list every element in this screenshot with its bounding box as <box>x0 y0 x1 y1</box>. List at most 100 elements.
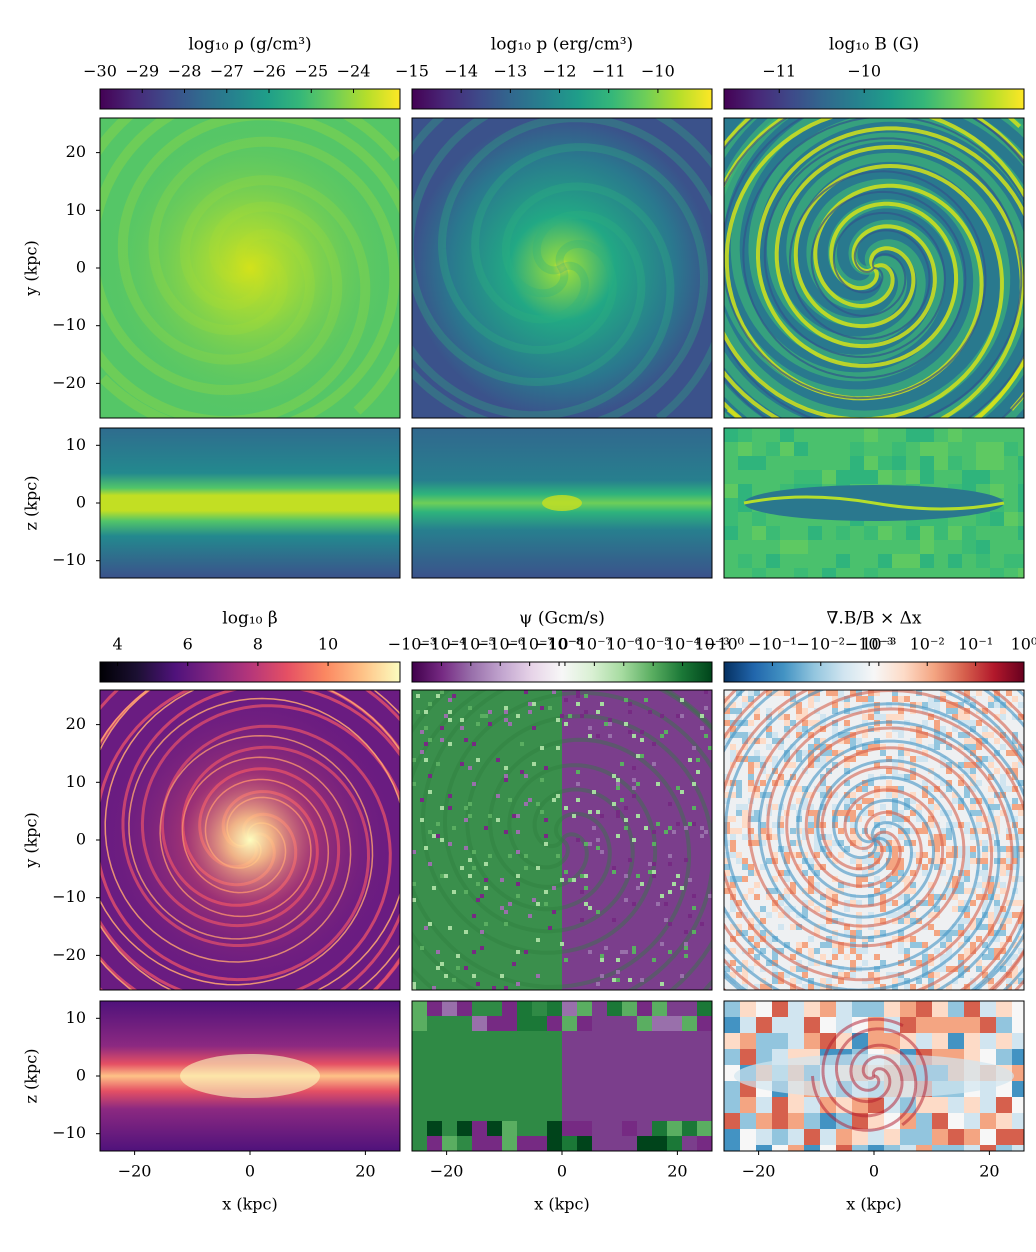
texture-block <box>616 786 620 790</box>
texture-block <box>696 770 700 774</box>
texture-block <box>688 822 692 826</box>
texture-block <box>868 1145 884 1151</box>
texture-block <box>436 950 440 954</box>
texture-block <box>868 834 874 840</box>
texture-block <box>568 878 572 882</box>
colorbar-tick-label: −24 <box>337 62 371 81</box>
texture-block <box>736 852 742 858</box>
texture-block <box>756 1017 772 1033</box>
texture-block <box>748 780 754 786</box>
texture-block <box>916 852 922 858</box>
texture-block <box>808 470 822 484</box>
texture-block <box>432 886 436 890</box>
texture-block <box>632 838 636 842</box>
texture-block <box>724 870 730 876</box>
texture-block <box>898 912 904 918</box>
texture-block <box>976 816 982 822</box>
texture-block <box>1012 804 1018 810</box>
texture-block <box>904 954 910 960</box>
texture-block <box>980 1001 996 1017</box>
texture-block <box>724 1033 740 1049</box>
texture-block <box>874 744 880 750</box>
texture-block <box>916 1001 932 1017</box>
texture-block <box>970 798 976 804</box>
texture-block <box>730 840 736 846</box>
texture-block <box>934 834 940 840</box>
texture-block <box>836 1113 852 1129</box>
texture-block <box>652 874 656 878</box>
texture-block <box>976 966 982 972</box>
texture-block <box>784 780 790 786</box>
texture-block <box>1012 696 1018 702</box>
texture-block <box>844 846 850 852</box>
texture-block <box>892 900 898 906</box>
texture-block <box>784 876 790 882</box>
texture-block <box>820 1001 836 1017</box>
texture-block <box>832 900 838 906</box>
texture-block <box>748 762 754 768</box>
texture-block <box>844 930 850 936</box>
texture-block <box>970 786 976 792</box>
texture-block <box>742 984 748 990</box>
texture-block <box>444 714 448 718</box>
texture-block <box>796 726 802 732</box>
texture-block <box>772 978 778 984</box>
texture-block <box>910 852 916 858</box>
texture-block <box>886 864 892 870</box>
texture-block <box>958 702 964 708</box>
texture-block <box>964 714 970 720</box>
texture-block <box>820 792 826 798</box>
texture-block <box>832 894 838 900</box>
texture-block <box>612 774 616 778</box>
texture-block <box>970 738 976 744</box>
texture-block <box>996 1097 1012 1113</box>
texture-block <box>862 726 868 732</box>
texture-block <box>724 484 738 498</box>
texture-block <box>920 428 934 442</box>
texture-block <box>844 720 850 726</box>
texture-block <box>696 758 700 762</box>
texture-block <box>1000 930 1006 936</box>
texture-block <box>814 696 820 702</box>
texture-block <box>660 982 664 986</box>
texture-block <box>580 714 584 718</box>
x-axis-label: x (kpc) <box>534 1195 590 1214</box>
texture-block <box>886 768 892 774</box>
texture-block <box>1000 966 1006 972</box>
texture-block <box>922 870 928 876</box>
colorbar-tick-label: 10⁰ <box>1011 635 1036 654</box>
texture-block <box>850 816 856 822</box>
texture-block <box>852 1129 868 1145</box>
texture-block <box>796 750 802 756</box>
texture-block <box>958 714 964 720</box>
texture-block <box>748 696 754 702</box>
texture-block <box>1012 858 1018 864</box>
texture-block <box>832 972 838 978</box>
colorbar <box>723 661 1025 683</box>
texture-block <box>958 906 964 912</box>
texture-block <box>934 804 940 810</box>
texture-block <box>1018 470 1024 484</box>
texture-block <box>862 876 868 882</box>
texture-block <box>1018 978 1024 984</box>
texture-block <box>536 938 540 942</box>
texture-streak <box>437 118 712 418</box>
texture-block <box>808 702 814 708</box>
texture-block <box>778 780 784 786</box>
texture-block <box>916 960 922 966</box>
texture-block <box>970 900 976 906</box>
texture-block <box>596 982 600 986</box>
texture-block <box>1018 702 1024 708</box>
texture-block <box>880 930 886 936</box>
texture-block <box>672 882 676 886</box>
texture-block <box>668 854 672 858</box>
texture-block <box>730 852 736 858</box>
texture-block <box>790 954 796 960</box>
texture-block <box>904 774 910 780</box>
texture-block <box>736 810 742 816</box>
texture-block <box>736 912 742 918</box>
texture-block <box>808 948 814 954</box>
texture-block <box>804 1145 820 1151</box>
texture-block <box>976 470 990 484</box>
texture-streak <box>724 690 1024 990</box>
